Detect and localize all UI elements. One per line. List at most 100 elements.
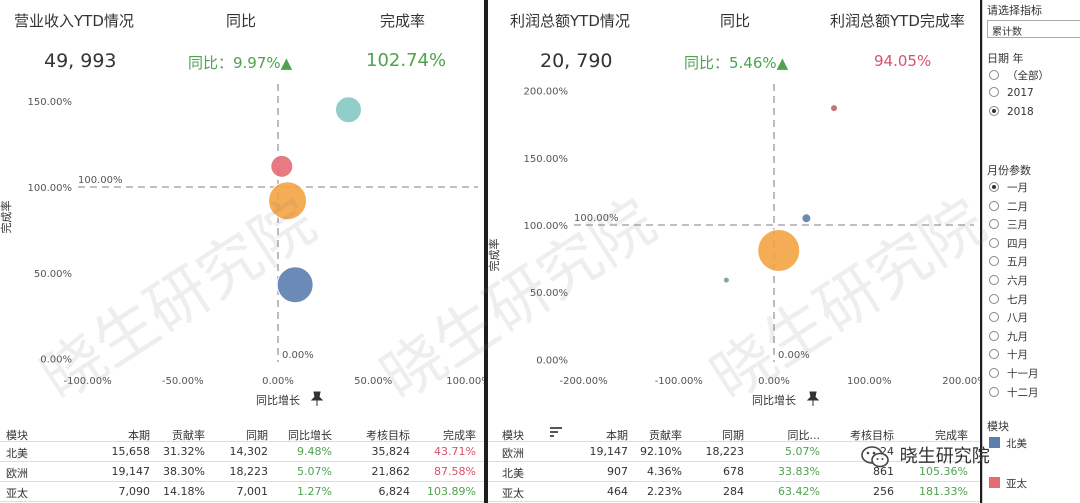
radio-icon[interactable]: [989, 237, 999, 248]
profit-completion-value: 94.05%: [874, 52, 932, 70]
month-option[interactable]: 十二月: [989, 385, 1039, 400]
radio-icon[interactable]: [989, 330, 999, 341]
radio-icon[interactable]: [989, 256, 999, 267]
table-header-cell[interactable]: 同比...: [787, 429, 821, 442]
radio-icon[interactable]: [989, 219, 999, 230]
legend-swatch: [989, 477, 1000, 488]
table-header-cell[interactable]: 本期: [606, 429, 628, 442]
table-cell: 678: [723, 465, 744, 478]
radio-icon[interactable]: [989, 275, 999, 285]
radio-icon[interactable]: [989, 87, 999, 97]
year-option[interactable]: 2017: [989, 87, 1034, 99]
radio-icon[interactable]: [989, 386, 999, 397]
table-cell: 256: [873, 485, 894, 498]
radio-icon[interactable]: [989, 349, 999, 360]
revenue-yoy-value: 同比：9.97%▲: [188, 54, 293, 72]
scatter-point[interactable]: [334, 96, 362, 124]
table-row[interactable]: 北美 15,658 31.32% 14,302 9.48% 35,824 43.71%: [0, 442, 484, 462]
reference-line-label: 100.00%: [78, 175, 123, 186]
table-cell: 7,090: [118, 485, 151, 498]
revenue-completion-value: 102.74%: [366, 50, 447, 71]
scatter-point[interactable]: [757, 229, 801, 273]
month-option[interactable]: 七月: [989, 292, 1028, 307]
legend-item[interactable]: 北美: [989, 436, 1027, 451]
table-cell: 87.58%: [434, 465, 476, 478]
table-cell: 18,223: [229, 465, 269, 478]
radio-icon[interactable]: [989, 70, 999, 80]
pin-icon[interactable]: [310, 391, 324, 406]
scatter-point[interactable]: [268, 181, 308, 221]
table-header-cell[interactable]: 同比增长: [288, 429, 332, 442]
table-row[interactable]: 欧洲 19,147 38.30% 18,223 5.07% 21,862 87.58%: [0, 462, 484, 482]
table-header-cell[interactable]: 同期: [722, 429, 744, 442]
table-cell: 105.36%: [919, 465, 968, 478]
table-cell: 7,001: [236, 485, 269, 498]
month-option[interactable]: 一月: [989, 180, 1028, 195]
sort-icon[interactable]: [550, 427, 562, 437]
month-label: 十二月: [1007, 386, 1039, 399]
x-axis-label: 同比增长: [256, 393, 300, 407]
radio-icon[interactable]: [989, 368, 999, 378]
scatter-point[interactable]: [801, 213, 812, 224]
month-option[interactable]: 八月: [989, 310, 1028, 325]
year-option[interactable]: （全部）: [989, 68, 1049, 83]
month-option[interactable]: 四月: [989, 236, 1028, 251]
table-header-cell[interactable]: 完成率: [935, 429, 968, 442]
profit-scatter-chart[interactable]: -200.00% -100.00% 0.00% 100.00% 200.00% 0.00%…: [488, 80, 980, 415]
table-header-cell[interactable]: 完成率: [443, 429, 476, 442]
scatter-point[interactable]: [270, 154, 294, 178]
profit-value: 20, 790: [540, 50, 613, 72]
table-header-cell[interactable]: 考核目标: [850, 429, 894, 442]
legend-item[interactable]: 亚太: [989, 476, 1027, 491]
revenue-yoy-title: 同比: [226, 12, 257, 30]
year-label: 2017: [1007, 87, 1034, 99]
pin-icon[interactable]: [806, 391, 820, 406]
indicator-select[interactable]: 累计数: [987, 20, 1080, 38]
wechat-icon: [861, 446, 889, 468]
radio-icon[interactable]: [989, 293, 999, 304]
table-row[interactable]: 亚太 464 2.23% 284 63.42% 256 181.33%: [488, 482, 980, 502]
y-tick-label: 150.00%: [28, 97, 73, 108]
x-tick-label: 0.00%: [262, 376, 294, 387]
legend-swatch: [989, 437, 1000, 448]
year-option[interactable]: 2018: [989, 106, 1034, 118]
scatter-point[interactable]: [276, 266, 314, 304]
revenue-scatter-chart[interactable]: -100.00% -50.00% 0.00% 50.00% 100.00% 0.00% 50…: [0, 80, 484, 415]
table-header-cell[interactable]: 模块: [6, 429, 28, 442]
table-cell: 92.10%: [640, 445, 682, 458]
table-row[interactable]: 北美 907 4.36% 678 33.83% 861 105.36%: [488, 462, 980, 482]
table-header-cell[interactable]: 模块: [502, 429, 524, 442]
year-label: 2018: [1007, 106, 1034, 118]
y-axis-label: 完成率: [0, 200, 13, 233]
table-cell: 4.36%: [647, 465, 682, 478]
table-header-cell[interactable]: 贡献率: [172, 429, 205, 442]
table-cell: 14.18%: [163, 485, 205, 498]
wechat-account-badge: 晓生研究院: [860, 442, 1060, 476]
radio-icon[interactable]: [989, 106, 999, 116]
table-header-cell[interactable]: 考核目标: [366, 429, 410, 442]
table-cell: 6,824: [378, 485, 411, 498]
radio-icon[interactable]: [989, 182, 999, 192]
radio-icon[interactable]: [989, 312, 999, 323]
month-option[interactable]: 十月: [989, 347, 1028, 362]
table-cell: 19,147: [111, 465, 151, 478]
month-option[interactable]: 三月: [989, 217, 1028, 232]
table-header-cell[interactable]: 本期: [128, 429, 150, 442]
table-header-cell[interactable]: 贡献率: [649, 429, 682, 442]
reference-line-label: 100.00%: [574, 213, 619, 224]
table-header-row: 模块 本期 贡献率 同期 同比增长 考核目标 完成率: [0, 424, 484, 442]
x-tick-label: 0.00%: [758, 376, 790, 387]
table-row[interactable]: 欧洲 19,147 92.10% 18,223 5.07% 24: [488, 442, 980, 462]
month-option[interactable]: 二月: [989, 199, 1028, 214]
table-header-cell[interactable]: 同期: [246, 429, 268, 442]
month-option[interactable]: 六月: [989, 273, 1028, 288]
radio-icon[interactable]: [989, 200, 999, 211]
scatter-point[interactable]: [722, 276, 730, 284]
month-option[interactable]: 十一月: [989, 366, 1039, 381]
month-label: 八月: [1007, 312, 1028, 325]
table-row[interactable]: 亚太 7,090 14.18% 7,001 1.27% 6,824 103.89%: [0, 482, 484, 502]
month-option[interactable]: 五月: [989, 254, 1028, 269]
month-option[interactable]: 九月: [989, 329, 1028, 344]
scatter-point[interactable]: [830, 104, 838, 113]
